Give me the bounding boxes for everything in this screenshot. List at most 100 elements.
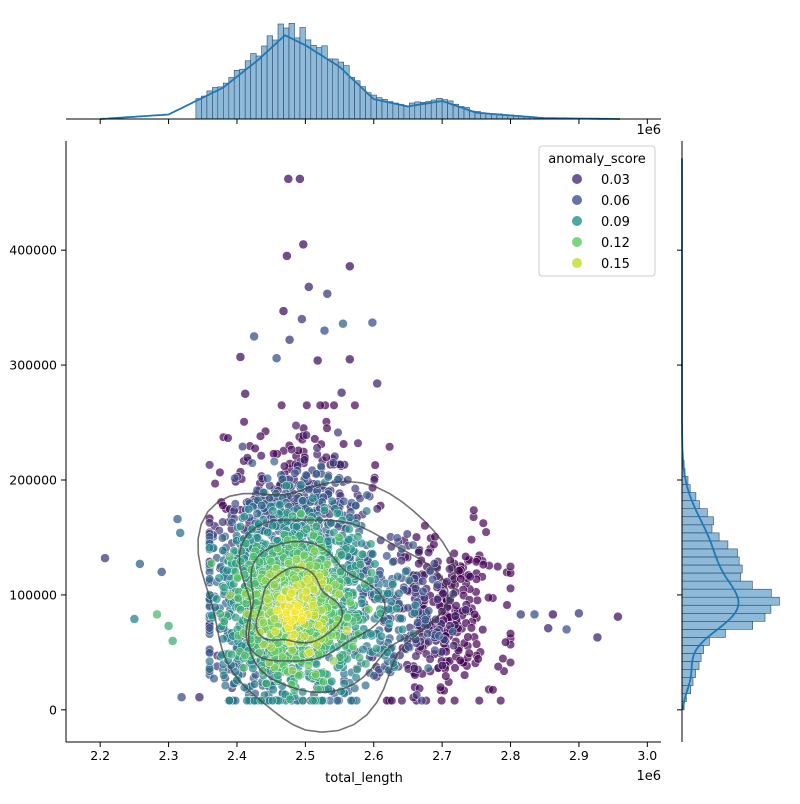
scatter-point [387,696,397,706]
scatter-point [220,680,230,691]
scatter-point [305,560,315,571]
scatter-point [398,624,408,635]
scatter-point [313,620,324,630]
x-offset-label: 1e6 [636,769,661,784]
scatter-point [350,484,360,494]
scatter-point [279,461,290,471]
scatter-point [450,663,460,673]
scatter-point [372,504,382,514]
scatter-point [370,559,380,569]
scatter-point [481,527,491,537]
scatter-point [478,625,488,635]
x-tick-label: 2.6 [364,748,384,763]
right-histogram-bar [681,669,696,678]
scatter-point [456,574,466,584]
scatter-point [466,535,477,545]
top-offset-label: 1e6 [636,123,661,138]
scatter-point [337,550,347,560]
scatter-point [417,696,427,706]
scatter-point [323,472,333,482]
scatter-point [353,438,363,448]
scatter-point [310,434,320,444]
top-histogram-bar [294,37,301,120]
scatter-point [287,444,297,455]
kde-contours [197,480,457,734]
scatter-point [291,554,302,564]
outlier-point [282,251,292,261]
top-marginal-histogram [100,22,620,120]
outlier-point [152,609,162,620]
scatter-point [302,524,312,534]
scatter-point [472,595,482,605]
scatter-point [275,500,285,510]
x-tick-label: 2.7 [432,748,452,763]
scatter-point [334,533,344,543]
scatter-point [478,518,488,528]
x-tick-label: 2.4 [227,748,247,763]
outlier-point [175,528,185,538]
scatter-point [418,586,428,596]
legend: anomaly_score 0.03 0.06 0.09 0.12 0.15 [538,145,656,277]
scatter-point [215,467,225,477]
right-histogram-bar [681,532,720,542]
scatter-point [291,420,301,431]
y-tick-label: 0 [49,702,57,717]
scatter-point [269,449,279,459]
top-histogram-bar [283,27,290,120]
scatter-point [362,490,372,500]
scatter-point [225,590,235,600]
scatter-point [258,618,268,628]
scatter-point [450,611,460,621]
scatter-point [385,442,395,452]
scatter-point [294,671,304,681]
scatter-point [437,696,447,706]
outlier-point [319,325,330,336]
scatter-point [355,653,365,663]
scatter-point [212,594,222,604]
scatter-point [273,670,283,680]
scatter-point [205,664,215,674]
scatter-point [484,593,494,603]
scatter-point [269,580,279,590]
scatter-point [505,583,516,593]
scatter-point [260,576,270,586]
scatter-point [225,552,235,562]
scatter-point [329,400,339,410]
scatter-point [323,583,333,594]
scatter-point [351,501,361,511]
scatter-point [328,458,338,468]
scatter-point [464,648,474,658]
scatter-point [205,574,215,584]
scatter-point [404,642,414,652]
legend-marker [572,195,582,205]
scatter-point [298,696,308,706]
scatter-point [218,545,228,555]
outlier-point [574,608,584,619]
scatter-point [412,690,422,700]
scatter-point [302,400,312,410]
top-histogram-bar [403,105,410,120]
outlier-point [167,636,178,646]
legend-marker [572,174,582,184]
outlier-point [548,609,558,620]
scatter-point [473,654,483,664]
scatter-point [261,678,271,689]
scatter-point [469,505,479,515]
top-histogram-bar [398,104,405,120]
top-histogram-bar [348,77,355,120]
scatter-point [226,649,236,660]
scatter-point [276,594,286,604]
scatter-point [277,400,287,410]
outlier-point [172,514,183,524]
scatter-point [418,576,428,586]
scatter-point [451,601,461,611]
scatter-point [434,631,444,641]
scatter-point [277,652,287,662]
legend-title: anomaly_score [548,152,646,167]
scatter-point [478,560,488,570]
scatter-point [450,696,460,706]
outlier-point [249,331,259,342]
top-histogram-bar [223,82,230,120]
scatter-point [215,609,225,619]
